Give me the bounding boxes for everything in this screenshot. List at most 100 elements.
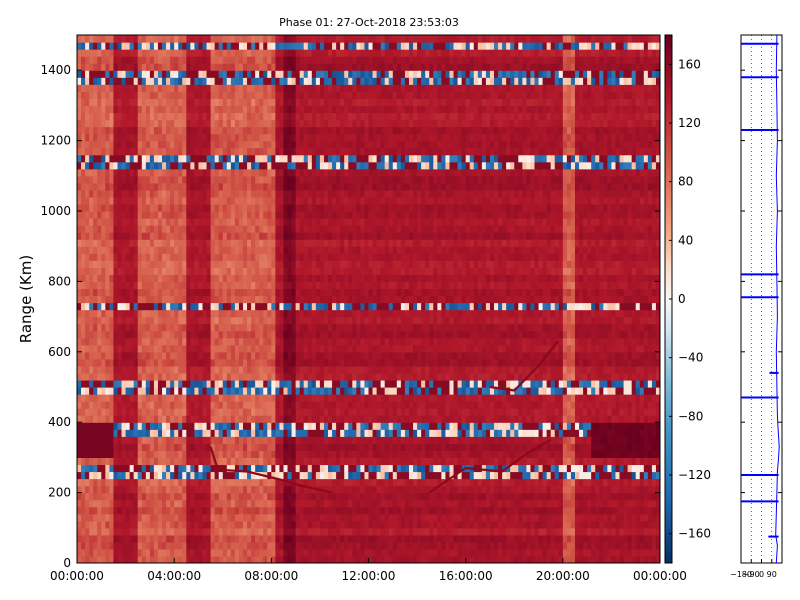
heatmap-cell — [275, 422, 281, 430]
heatmap-cell — [558, 548, 564, 557]
heatmap-cell — [194, 443, 200, 451]
heatmap-cell — [315, 379, 321, 388]
heatmap-cell — [105, 337, 110, 346]
heatmap-cell — [615, 485, 621, 494]
heatmap-cell — [542, 485, 548, 494]
heatmap-cell — [591, 323, 596, 332]
heatmap-cell — [498, 555, 503, 563]
heatmap-cell — [562, 520, 568, 529]
heatmap-cell — [315, 527, 321, 536]
heatmap-cell — [323, 443, 329, 451]
heatmap-cell — [631, 429, 637, 437]
heatmap-cell — [611, 401, 617, 409]
heatmap-cell — [481, 394, 487, 402]
heatmap-cell — [603, 485, 608, 494]
heatmap-cell — [627, 372, 633, 381]
heatmap-cell — [348, 499, 353, 508]
heatmap-cell — [635, 351, 641, 360]
heatmap-cell — [259, 351, 264, 360]
heatmap-cell — [348, 506, 353, 515]
heatmap-cell — [623, 394, 629, 402]
heatmap-cell — [396, 443, 402, 451]
heatmap-cell — [182, 436, 187, 444]
heatmap-cell — [153, 527, 159, 536]
heatmap-cell — [117, 464, 123, 473]
heatmap-cell — [247, 450, 252, 458]
heatmap-cell — [352, 506, 357, 515]
heatmap-cell — [251, 450, 256, 458]
heatmap-cell — [311, 415, 317, 423]
heatmap-cell — [425, 436, 430, 444]
heatmap-cell — [336, 499, 341, 508]
heatmap-cell — [457, 464, 463, 473]
heatmap-cell — [170, 527, 175, 536]
heatmap-cell — [392, 499, 398, 508]
heatmap-cell — [643, 478, 649, 487]
heatmap-cell — [247, 436, 252, 444]
heatmap-cell — [133, 387, 139, 395]
heatmap-cell — [247, 344, 252, 353]
heatmap-cell — [380, 485, 386, 494]
heatmap-cell — [546, 443, 552, 451]
heatmap-cell — [303, 415, 309, 423]
heatmap-cell — [101, 387, 106, 395]
heatmap-cell — [546, 323, 552, 332]
heatmap-cell — [425, 457, 430, 466]
heatmap-cell — [574, 492, 580, 501]
heatmap-cell — [655, 471, 660, 480]
heatmap-cell — [647, 408, 653, 416]
heatmap-cell — [421, 394, 426, 402]
heatmap-cell — [534, 429, 540, 437]
heatmap-cell — [226, 351, 232, 360]
heatmap-cell — [238, 365, 244, 374]
heatmap-cell — [417, 358, 422, 367]
heatmap-cell — [599, 499, 604, 508]
heatmap-cell — [388, 450, 394, 458]
heatmap-cell — [178, 401, 183, 409]
heatmap-cell — [133, 372, 139, 381]
heatmap-cell — [222, 555, 228, 563]
heatmap-cell — [153, 422, 159, 430]
heatmap-cell — [421, 351, 426, 360]
heatmap-cell — [129, 450, 135, 458]
heatmap-cell — [182, 365, 187, 374]
heatmap-cell — [263, 443, 268, 451]
heatmap-cell — [522, 506, 527, 515]
heatmap-cell — [372, 478, 378, 487]
heatmap-cell — [611, 499, 617, 508]
heatmap-cell — [526, 387, 532, 395]
heatmap-cell — [186, 436, 191, 444]
heatmap-cell — [494, 379, 499, 388]
heatmap-cell — [566, 450, 572, 458]
heatmap-cell — [619, 464, 625, 473]
heatmap-cell — [125, 379, 131, 388]
heatmap-cell — [477, 316, 483, 325]
heatmap-cell — [311, 520, 317, 529]
heatmap-cell — [566, 555, 572, 563]
heatmap-cell — [234, 520, 240, 529]
heatmap-cell — [323, 337, 329, 346]
heatmap-cell — [230, 436, 236, 444]
heatmap-cell — [489, 337, 495, 346]
heatmap-cell — [77, 337, 82, 346]
heatmap-cell — [230, 379, 236, 388]
heatmap-cell — [247, 513, 252, 522]
heatmap-cell — [267, 330, 272, 339]
heatmap-cell — [186, 555, 191, 563]
heatmap-cell — [566, 372, 572, 381]
heatmap-cell — [267, 499, 272, 508]
heatmap-cell — [117, 527, 123, 536]
heatmap-cell — [117, 541, 123, 550]
heatmap-cell — [162, 351, 167, 360]
heatmap-cell — [336, 351, 341, 360]
heatmap-cell — [238, 520, 244, 529]
heatmap-cell — [275, 464, 281, 473]
heatmap-cell — [546, 506, 552, 515]
heatmap-cell — [595, 492, 600, 501]
heatmap-cell — [364, 358, 370, 367]
heatmap-cell — [518, 478, 523, 487]
heatmap-cell — [145, 429, 151, 437]
heatmap-cell — [287, 443, 293, 451]
heatmap-cell — [121, 330, 127, 339]
heatmap-cell — [364, 464, 370, 473]
